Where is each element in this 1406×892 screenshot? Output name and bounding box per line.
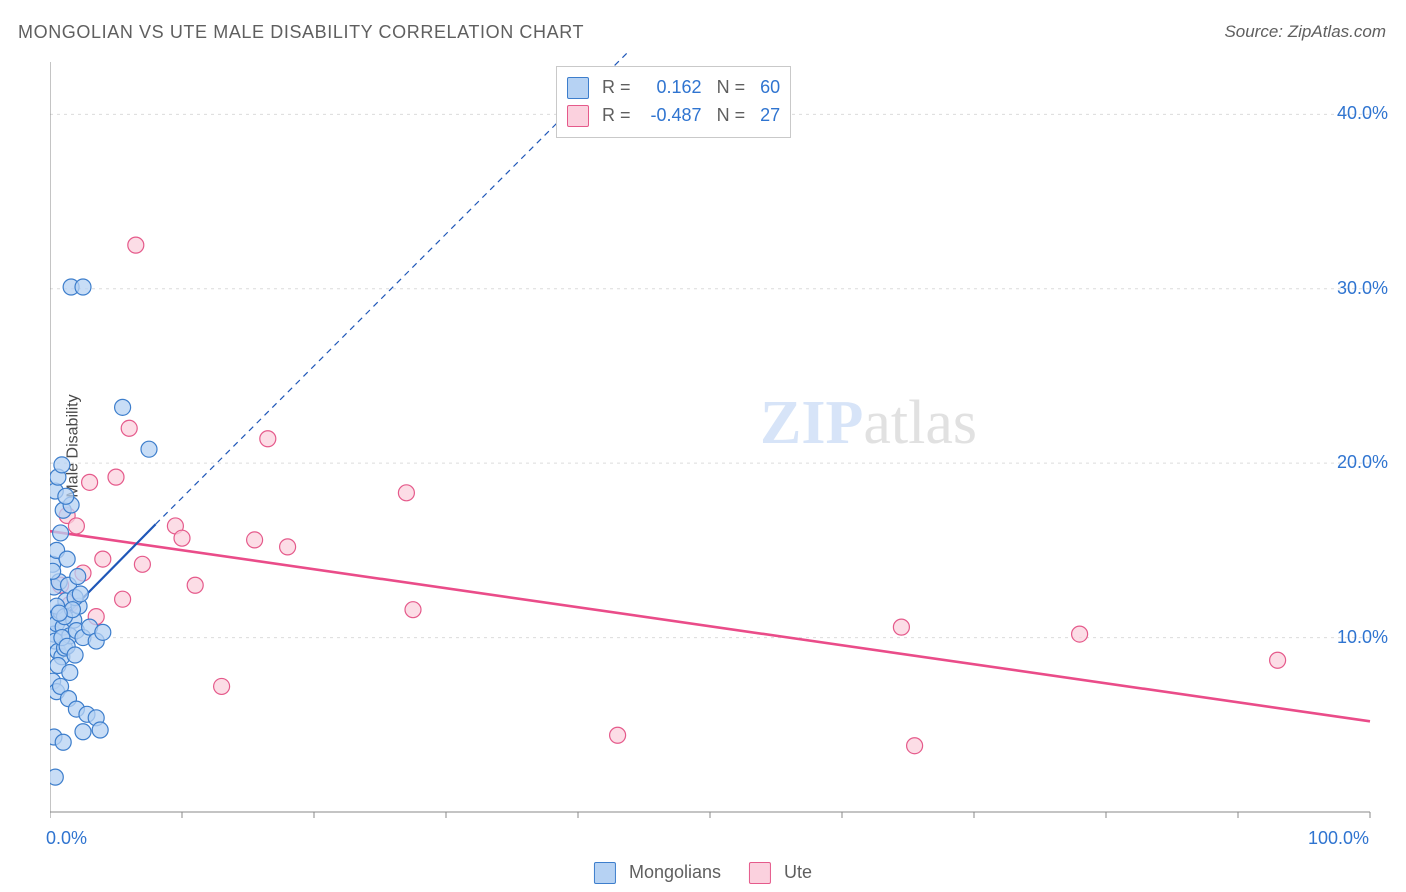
chart-source: Source: ZipAtlas.com	[1224, 22, 1386, 42]
legend-item: Mongolians	[594, 862, 721, 884]
y-tick-label: 20.0%	[1337, 452, 1388, 473]
n-value: 27	[750, 101, 780, 129]
series-swatch-icon	[567, 105, 589, 127]
legend-label: Ute	[784, 862, 812, 882]
x-axis-min-label: 0.0%	[46, 828, 87, 849]
series-swatch-icon	[749, 862, 771, 884]
n-value: 60	[750, 73, 780, 101]
r-label: R =	[602, 105, 631, 125]
correlation-row: R = -0.487 N = 27	[567, 101, 780, 129]
n-label: N =	[717, 105, 746, 125]
y-tick-label: 30.0%	[1337, 278, 1388, 299]
r-label: R =	[602, 77, 631, 97]
series-swatch-icon	[567, 77, 589, 99]
y-tick-label: 10.0%	[1337, 627, 1388, 648]
chart-container: { "title": "MONGOLIAN VS UTE MALE DISABI…	[0, 0, 1406, 892]
chart-svg	[50, 52, 1390, 832]
n-label: N =	[717, 77, 746, 97]
correlation-box: R = 0.162 N = 60 R = -0.487 N = 27	[556, 66, 791, 138]
legend: Mongolians Ute	[594, 862, 812, 884]
legend-item: Ute	[749, 862, 812, 884]
chart-title: MONGOLIAN VS UTE MALE DISABILITY CORRELA…	[18, 22, 584, 43]
correlation-row: R = 0.162 N = 60	[567, 73, 780, 101]
plot-area	[50, 52, 1390, 832]
r-value: 0.162	[636, 73, 702, 101]
r-value: -0.487	[636, 101, 702, 129]
x-axis-max-label: 100.0%	[1308, 828, 1369, 849]
series-swatch-icon	[594, 862, 616, 884]
y-tick-label: 40.0%	[1337, 103, 1388, 124]
legend-label: Mongolians	[629, 862, 721, 882]
